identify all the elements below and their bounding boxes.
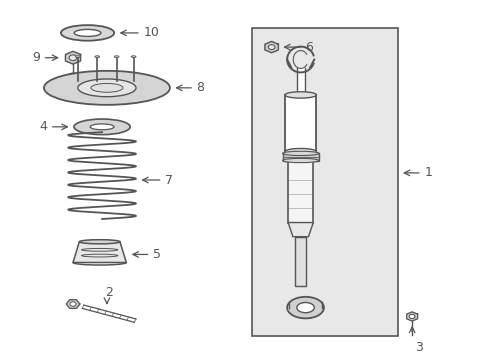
Ellipse shape xyxy=(283,151,319,156)
Bar xyxy=(288,161,313,222)
Text: 10: 10 xyxy=(143,26,159,39)
Circle shape xyxy=(409,314,415,319)
Ellipse shape xyxy=(44,71,170,105)
Ellipse shape xyxy=(285,148,317,155)
Text: 3: 3 xyxy=(416,341,423,354)
Circle shape xyxy=(268,45,275,50)
Ellipse shape xyxy=(287,297,324,318)
Ellipse shape xyxy=(283,158,319,163)
Bar xyxy=(295,237,306,286)
Bar xyxy=(283,153,319,161)
Text: 6: 6 xyxy=(306,41,314,54)
Ellipse shape xyxy=(131,56,136,58)
Ellipse shape xyxy=(75,56,80,58)
Polygon shape xyxy=(73,242,126,262)
Ellipse shape xyxy=(297,302,314,313)
Ellipse shape xyxy=(79,240,120,244)
Text: 5: 5 xyxy=(153,248,161,261)
Ellipse shape xyxy=(78,79,136,97)
Text: 1: 1 xyxy=(424,166,432,179)
Ellipse shape xyxy=(285,92,317,98)
Ellipse shape xyxy=(90,124,114,130)
Text: 9: 9 xyxy=(32,51,40,64)
Ellipse shape xyxy=(74,119,130,135)
Ellipse shape xyxy=(73,260,126,265)
Ellipse shape xyxy=(95,56,99,58)
Text: 4: 4 xyxy=(40,120,48,133)
Polygon shape xyxy=(265,41,278,53)
Text: 7: 7 xyxy=(165,174,173,186)
Bar xyxy=(252,28,397,336)
Ellipse shape xyxy=(61,25,114,41)
Ellipse shape xyxy=(69,73,77,76)
Polygon shape xyxy=(407,312,417,321)
Circle shape xyxy=(70,302,76,306)
Ellipse shape xyxy=(114,56,119,58)
Bar xyxy=(285,95,317,152)
Polygon shape xyxy=(66,51,80,64)
Text: 2: 2 xyxy=(105,286,113,299)
Polygon shape xyxy=(66,300,80,308)
Text: 8: 8 xyxy=(196,81,204,94)
Polygon shape xyxy=(288,222,313,237)
Circle shape xyxy=(69,55,77,60)
Ellipse shape xyxy=(91,84,123,92)
Ellipse shape xyxy=(74,30,101,36)
